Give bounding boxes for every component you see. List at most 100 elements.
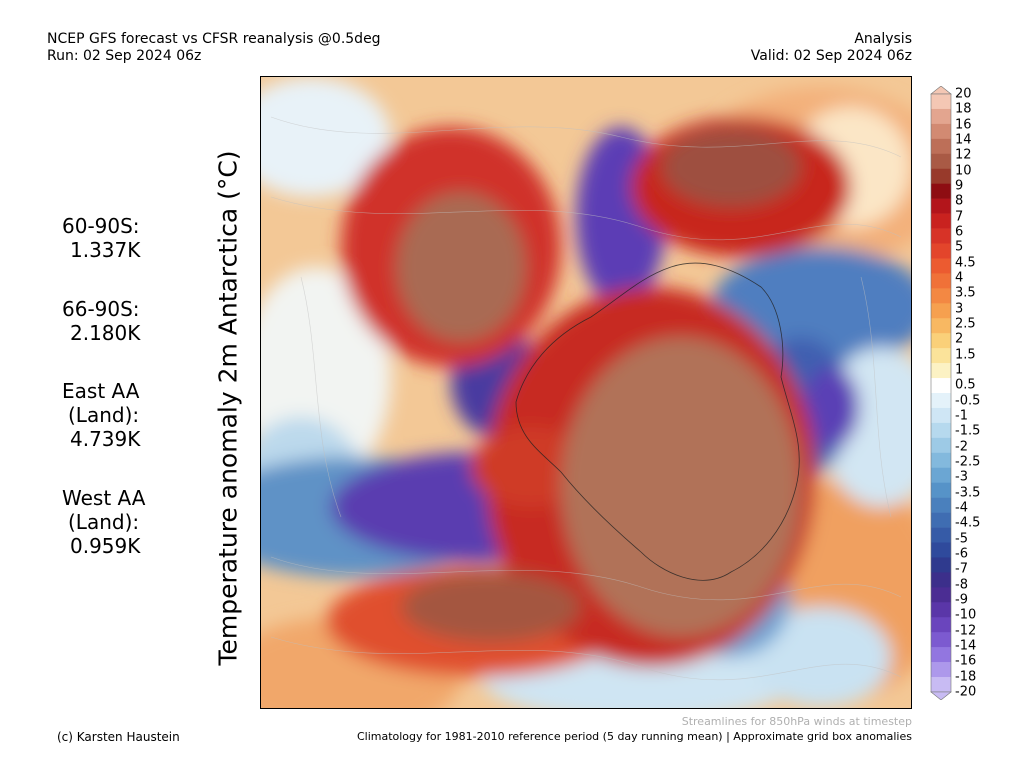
colorbar-tick-label: -2.5 (955, 454, 981, 470)
analysis-label: Analysis (854, 31, 912, 47)
run-time: Run: 02 Sep 2024 06z (47, 48, 202, 64)
colorbar-swatch (931, 213, 951, 229)
colorbar-swatch (931, 662, 951, 678)
colorbar-swatch (931, 303, 951, 319)
colorbar-swatch (931, 587, 951, 603)
colorbar-tick-label: 5 (955, 239, 964, 255)
colorbar-tick-label: 8 (955, 193, 964, 209)
colorbar-tick-label: -0.5 (955, 393, 981, 409)
colorbar-tick-label: 3 (955, 301, 964, 317)
colorbar-tick-label: 2 (955, 331, 964, 347)
colorbar-swatch (931, 647, 951, 663)
colorbar-tick-label: -2 (955, 439, 968, 455)
colorbar-tick-label: 6 (955, 224, 964, 240)
colorbar-swatch (931, 542, 951, 558)
colorbar-tick-label: -6 (955, 546, 968, 562)
colorbar-swatch (931, 123, 951, 140)
colorbar-tick-label: 7 (955, 209, 964, 225)
colorbar-tick-label: -14 (955, 638, 977, 654)
header-left: NCEP GFS forecast vs CFSR reanalysis @0.… (47, 31, 381, 65)
colorbar-tick-label: 20 (955, 86, 972, 102)
colorbar-tick-label: -1.5 (955, 423, 981, 439)
colorbar-swatch (931, 198, 951, 214)
stat-66-90s: 66-90S: 2.180K (62, 297, 141, 345)
colorbar-swatch (931, 512, 951, 528)
colorbar-swatch (931, 527, 951, 543)
colorbar-tick-label: -3.5 (955, 485, 981, 501)
colorbar-min-arrow (930, 691, 952, 700)
colorbar-swatch (931, 138, 951, 155)
colorbar-tick-label: -18 (955, 669, 977, 685)
colorbar-tick-label: 3.5 (955, 285, 976, 301)
colorbar-labels: 20 18 16 14 12 10 9 8 7 6 5 4.5 4 3.5 3 2.5 2 1.5 1 0.5 -0.5… (955, 88, 1015, 699)
colorbar-swatch (931, 273, 951, 289)
colorbar-swatch (931, 482, 951, 498)
colorbar-swatch (931, 437, 951, 454)
colorbar-swatch (931, 363, 951, 379)
streamline-note: Streamlines for 850hPa winds at timestep (681, 715, 912, 728)
colorbar-tick-label: 1 (955, 362, 964, 378)
y-axis-label: Temperature anomaly 2m Antarctica (°C) (213, 150, 243, 666)
colorbar-tick-label: 0.5 (955, 377, 976, 393)
colorbar-swatch (931, 422, 951, 439)
colorbar-tick-label: 12 (955, 147, 972, 163)
colorbar-tick-label: 4.5 (955, 255, 976, 271)
colorbar-tick-label: -8 (955, 577, 968, 593)
colorbar-tick-label: -16 (955, 653, 977, 669)
colorbar-swatch (931, 153, 951, 170)
colorbar-swatch (931, 168, 951, 184)
colorbar-swatch (931, 258, 951, 274)
colorbar-tick-label: 4 (955, 270, 964, 286)
colorbar-swatch (931, 243, 951, 259)
colorbar-swatch (931, 393, 951, 409)
colorbar-max-arrow (930, 86, 952, 95)
colorbar-swatch (931, 497, 951, 513)
valid-time: Valid: 02 Sep 2024 06z (750, 48, 912, 64)
colorbar-swatch (931, 378, 951, 394)
colorbar-swatch (931, 288, 951, 304)
colorbar-swatch (931, 557, 951, 573)
stat-west-aa: West AA (Land): 0.959K (62, 486, 146, 558)
colorbar-tick-label: -4.5 (955, 515, 981, 531)
colorbar-swatch (931, 572, 951, 588)
colorbar-swatch (931, 333, 951, 349)
colorbar-swatch (931, 183, 951, 199)
colorbar-tick-label: 1.5 (955, 347, 976, 363)
colorbar-swatch (931, 407, 951, 424)
colorbar-tick-label: -9 (955, 592, 968, 608)
colorbar-tick-label: 10 (955, 163, 972, 179)
colorbar-swatch (931, 94, 951, 110)
colorbar-swatch (931, 452, 951, 469)
colorbar-swatch (931, 318, 951, 334)
climatology-note: Climatology for 1981-2010 reference peri… (356, 730, 912, 743)
colorbar-tick-label: -12 (955, 623, 977, 639)
colorbar-tick-label: -20 (955, 684, 977, 700)
header-right: Analysis Valid: 02 Sep 2024 06z (751, 31, 912, 65)
colorbar-swatch (931, 677, 951, 693)
colorbar-tick-label: -7 (955, 561, 968, 577)
map-canvas (261, 77, 911, 708)
colorbar-swatch (931, 467, 951, 483)
copyright: (c) Karsten Haustein (57, 730, 180, 744)
colorbar-swatch (931, 602, 951, 618)
colorbar-tick-label: 16 (955, 117, 972, 133)
colorbar-tick-label: -10 (955, 607, 977, 623)
colorbar-swatch (931, 108, 951, 125)
colorbar-swatch (931, 632, 951, 648)
colorbar-tick-label: 14 (955, 132, 972, 148)
colorbar-tick-label: 2.5 (955, 316, 976, 332)
colorbar-tick-label: 9 (955, 178, 964, 194)
colorbar-swatch (931, 348, 951, 364)
colorbar-tick-label: -3 (955, 469, 968, 485)
map-title: NCEP GFS forecast vs CFSR reanalysis @0.… (47, 31, 381, 47)
stat-60-90s: 60-90S: 1.337K (62, 214, 141, 262)
colorbar-tick-label: -4 (955, 500, 968, 516)
colorbar-swatch (931, 617, 951, 633)
colorbar-tick-label: -1 (955, 408, 968, 424)
colorbar (930, 86, 952, 700)
colorbar-swatch (931, 228, 951, 244)
colorbar-tick-label: 18 (955, 101, 972, 117)
stat-east-aa: East AA (Land): 4.739K (62, 379, 141, 451)
colorbar-tick-label: -5 (955, 531, 968, 547)
temperature-anomaly-map (260, 76, 912, 709)
